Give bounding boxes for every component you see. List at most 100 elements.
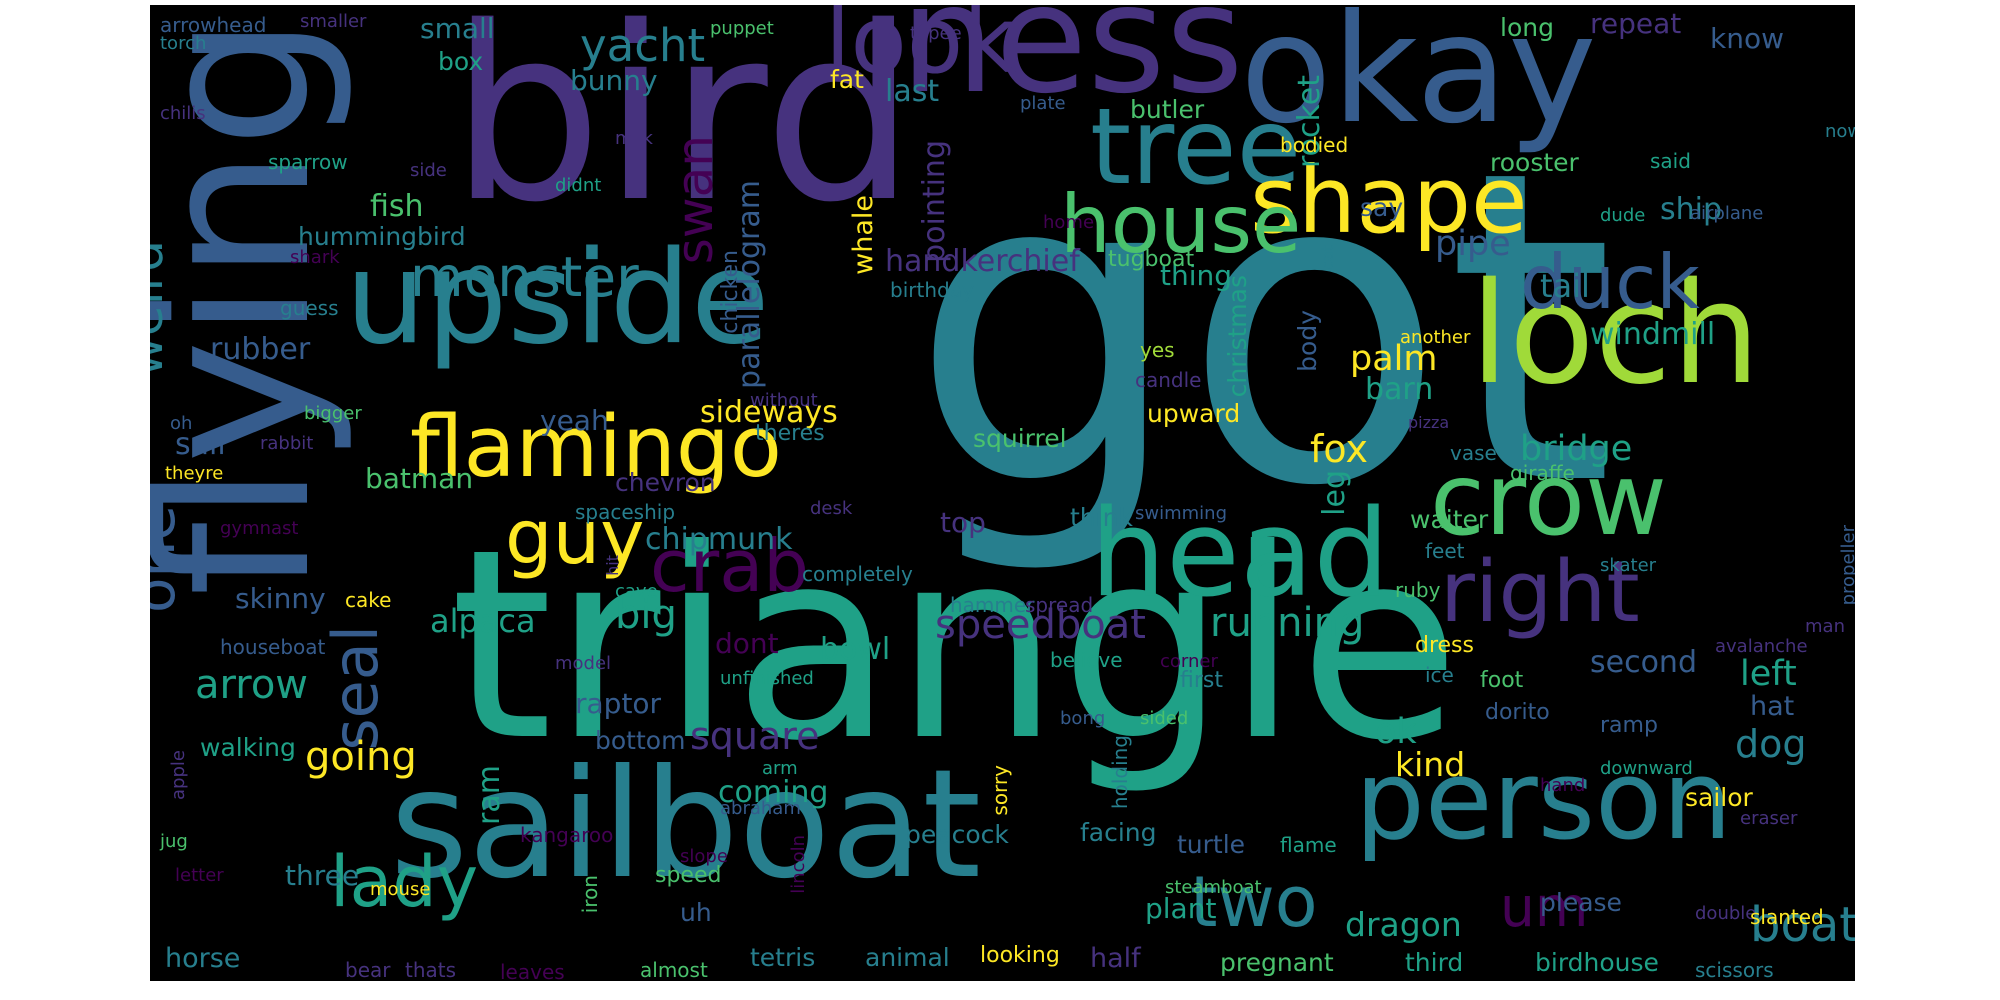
cloud-word-third: third: [1405, 948, 1464, 977]
cloud-word-flamingo: flamingo: [410, 398, 782, 497]
cloud-word-tepee: tepee: [910, 23, 962, 44]
cloud-word-swan: swan: [666, 135, 724, 265]
cloud-word-lincoln: lincoln: [788, 835, 809, 894]
cloud-word-bong: bong: [1060, 708, 1106, 729]
cloud-word-dont: dont: [715, 627, 779, 660]
cloud-word-three: three: [285, 859, 360, 892]
cloud-word-think: think: [1070, 503, 1133, 532]
cloud-word-ramp: ramp: [1600, 713, 1658, 738]
cloud-word-triangle: triangle: [450, 493, 1461, 798]
cloud-word-spaceship: spaceship: [575, 500, 676, 524]
cloud-word-crab: crab: [650, 524, 810, 608]
cloud-word-bear: bear: [345, 958, 391, 981]
cloud-word-long: long: [1500, 13, 1554, 42]
cloud-word-chilis: chilis: [160, 103, 206, 124]
cloud-word-now: now: [1825, 121, 1855, 142]
cloud-word-cave: cave: [615, 581, 658, 602]
cloud-word-fish: fish: [370, 189, 424, 224]
cloud-word-guess: guess: [280, 296, 339, 320]
cloud-word-bottom: bottom: [595, 726, 686, 755]
cloud-word-sail: sail: [175, 427, 226, 462]
cloud-word-ok: ok: [1375, 712, 1417, 752]
cloud-word-two: two: [1190, 861, 1318, 943]
cloud-word-man: man: [1805, 616, 1845, 637]
cloud-word-kind: kind: [1395, 745, 1466, 784]
cloud-word-seal: seal: [319, 625, 392, 751]
cloud-word-oh: oh: [170, 413, 193, 434]
cloud-word-bowl: bowl: [820, 632, 891, 667]
cloud-word-chevron: chevron: [615, 468, 716, 497]
cloud-word-completely: completely: [802, 562, 913, 586]
cloud-word-say: say: [1360, 193, 1404, 222]
cloud-word-sailboat: sailboat: [390, 738, 982, 912]
cloud-word-ice: ice: [1425, 663, 1454, 687]
cloud-word-slanted: slanted: [1750, 905, 1824, 929]
cloud-word-sided: sided: [1140, 708, 1189, 729]
cloud-word-repeat: repeat: [1590, 7, 1682, 40]
cloud-word-waiter: waiter: [1410, 505, 1489, 534]
cloud-word-apple: apple: [168, 750, 189, 800]
cloud-word-thats: thats: [405, 958, 457, 981]
cloud-word-lady: lady: [330, 841, 479, 923]
cloud-word-weird: weird: [150, 240, 174, 377]
cloud-word-flame: flame: [1280, 833, 1337, 857]
cloud-word-know: know: [1710, 22, 1784, 55]
cloud-word-boat: boat: [1750, 897, 1855, 953]
cloud-word-shark: shark: [290, 247, 340, 268]
cloud-word-second: second: [1590, 645, 1697, 680]
cloud-word-ness: ness: [900, 5, 1244, 127]
cloud-word-loch: loch: [1470, 253, 1761, 416]
cloud-word-tree: tree: [1090, 86, 1302, 208]
cloud-word-dragon: dragon: [1345, 905, 1462, 944]
cloud-word-speed: speed: [655, 863, 722, 888]
cloud-word-almost: almost: [640, 958, 708, 981]
cloud-word-batman: batman: [365, 462, 474, 495]
cloud-word-said: said: [1650, 149, 1691, 173]
cloud-word-speedboat: speedboat: [935, 602, 1146, 648]
cloud-word-candle: candle: [1135, 368, 1202, 392]
cloud-word-coming: coming: [718, 775, 829, 810]
cloud-word-squirrel: squirrel: [973, 424, 1067, 453]
cloud-word-feet: feet: [1425, 539, 1465, 563]
cloud-word-okay: okay: [1240, 5, 1597, 157]
cloud-word-believe: believe: [1050, 648, 1123, 672]
cloud-word-torch: torch: [160, 33, 207, 54]
cloud-word-butler: butler: [1130, 95, 1205, 124]
cloud-word-upside: upside: [345, 224, 770, 373]
cloud-word-horse: horse: [165, 943, 241, 974]
cloud-word-fat: fat: [830, 65, 864, 94]
cloud-word-slope: slope: [680, 846, 728, 867]
cloud-word-cat: cat: [1318, 245, 1337, 270]
cloud-word-ship: ship: [1660, 192, 1723, 227]
cloud-word-letter: letter: [175, 865, 224, 886]
cloud-word-tail: tail: [1540, 267, 1590, 305]
cloud-word-first: first: [1180, 668, 1223, 693]
cloud-word-birthday: birthday: [890, 278, 974, 302]
cloud-word-plate: plate: [1020, 93, 1066, 114]
cloud-word-without: without: [750, 390, 818, 411]
cloud-word-theyre: theyre: [165, 463, 224, 484]
cloud-word-square: square: [690, 714, 820, 758]
cloud-word-alpaca: alpaca: [430, 602, 536, 640]
cloud-word-gymnast: gymnast: [220, 518, 299, 539]
cloud-word-pointing: pointing: [917, 140, 952, 263]
cloud-word-downward: downward: [1600, 758, 1693, 779]
cloud-word-bodied: bodied: [1280, 133, 1349, 157]
cloud-word-bridge: bridge: [1520, 429, 1633, 469]
cloud-word-leaves: leaves: [500, 960, 565, 981]
cloud-word-spread: spread: [1025, 593, 1094, 617]
cloud-word-handkerchief: handkerchief: [885, 244, 1080, 279]
cloud-word-sailor: sailor: [1685, 783, 1753, 812]
cloud-word-running: running: [1210, 600, 1365, 646]
cloud-word-mouse: mouse: [370, 879, 431, 900]
cloud-word-big: big: [615, 592, 677, 638]
cloud-word-box: box: [438, 47, 484, 76]
cloud-word-birdhouse: birdhouse: [1535, 948, 1659, 977]
cloud-word-corner: corner: [1160, 651, 1218, 672]
cloud-word-sorry: sorry: [988, 765, 1012, 816]
cloud-word-facing: facing: [1080, 818, 1157, 847]
cloud-word-milk: milk: [615, 128, 653, 149]
cloud-word-dress: dress: [1415, 633, 1474, 658]
cloud-word-turtle: turtle: [1177, 830, 1246, 859]
cloud-word-double: double: [1695, 903, 1757, 924]
